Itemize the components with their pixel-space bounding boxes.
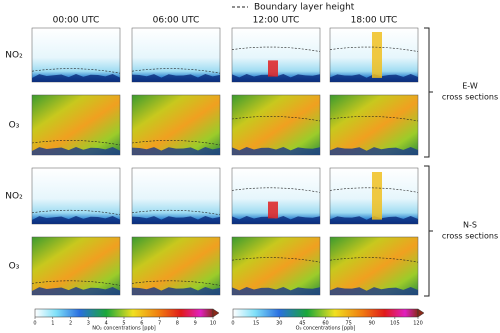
panel (329, 236, 419, 296)
colorbar (232, 308, 419, 318)
panel (131, 94, 221, 156)
colorbar-tick-label: 8 (176, 321, 179, 327)
panel (31, 167, 121, 225)
plume (268, 201, 278, 219)
boundary-layer (131, 209, 221, 216)
column-header: 06:00 UTC (153, 16, 200, 26)
colorbar-tick-label: 0 (231, 321, 234, 327)
colorbar-tick-label: 5 (122, 321, 125, 327)
column-header: 12:00 UTC (253, 16, 300, 26)
colorbar-tick-label: 45 (299, 321, 305, 327)
row-label: NO₂ (5, 51, 23, 61)
terrain (330, 147, 418, 155)
column-header: 00:00 UTC (53, 16, 100, 26)
row-label: O₃ (9, 262, 20, 272)
column-header: 18:00 UTC (351, 16, 398, 26)
boundary-layer (329, 187, 419, 193)
boundary-layer (131, 140, 221, 146)
panel (231, 94, 321, 156)
panel (31, 94, 121, 156)
terrain (32, 216, 120, 224)
group-subtitle: cross sections (442, 232, 498, 241)
terrain (132, 216, 220, 224)
boundary-layer (131, 280, 221, 286)
bracket (424, 165, 433, 297)
boundary-layer (231, 257, 321, 263)
terrain (32, 147, 120, 155)
terrain (132, 74, 220, 82)
terrain (330, 216, 418, 224)
colorbar-tick-label: 75 (345, 321, 351, 327)
terrain (132, 147, 220, 155)
plume (372, 32, 382, 78)
panel (329, 94, 419, 156)
panel (131, 27, 221, 83)
colorbar-arrow (417, 308, 425, 318)
bracket (424, 27, 433, 158)
terrain (132, 287, 220, 295)
colorbar-tick-label: 15 (253, 321, 259, 327)
panel (231, 236, 321, 296)
terrain (32, 287, 120, 295)
boundary-layer (329, 46, 419, 52)
boundary-layer (231, 116, 321, 122)
colorbar-tick-label: 105 (390, 321, 400, 327)
terrain (232, 147, 320, 155)
group-name: N-S (463, 221, 477, 230)
colorbar (34, 308, 214, 318)
boundary-layer (231, 187, 321, 193)
colorbar-tick-label: 90 (369, 321, 375, 327)
boundary-layer (231, 46, 321, 52)
colorbar-label: O₃ concentrations [ppb] (296, 326, 356, 332)
panel (131, 167, 221, 225)
row-label: O₃ (9, 121, 20, 131)
row-label: NO₂ (5, 192, 23, 202)
boundary-layer (329, 116, 419, 122)
panel (31, 27, 121, 83)
colorbar-tick-label: 6 (140, 321, 143, 327)
terrain (32, 74, 120, 82)
terrain (232, 216, 320, 224)
terrain (330, 287, 418, 295)
colorbar-tick-label: 4 (105, 321, 108, 327)
plume (372, 172, 382, 220)
colorbar-tick-label: 1 (51, 321, 54, 327)
group-subtitle: cross sections (442, 93, 498, 102)
panel (131, 236, 221, 296)
legend-label: Boundary layer height (254, 3, 355, 13)
colorbar-tick-label: 7 (158, 321, 161, 327)
terrain (232, 74, 320, 82)
boundary-layer (31, 209, 121, 216)
colorbar-tick-label: 0 (33, 321, 36, 327)
terrain (330, 74, 418, 82)
boundary-layer (31, 280, 121, 286)
colorbar-tick-label: 10 (210, 321, 216, 327)
terrain (232, 287, 320, 295)
colorbar-tick-label: 9 (194, 321, 197, 327)
boundary-layer (131, 68, 221, 74)
boundary-layer (329, 257, 419, 263)
colorbar-tick-label: 30 (276, 321, 282, 327)
colorbar-tick-label: 2 (69, 321, 72, 327)
colorbar-tick-label: 120 (413, 321, 423, 327)
boundary-layer (31, 68, 121, 74)
plume (268, 60, 278, 77)
group-name: E-W (462, 82, 478, 91)
panel (31, 236, 121, 296)
boundary-layer (31, 140, 121, 146)
colorbar-arrow (212, 308, 220, 318)
colorbar-label: NO₂ concentrations [ppb] (92, 326, 156, 332)
colorbar-tick-label: 60 (322, 321, 328, 327)
colorbar-tick-label: 3 (87, 321, 90, 327)
